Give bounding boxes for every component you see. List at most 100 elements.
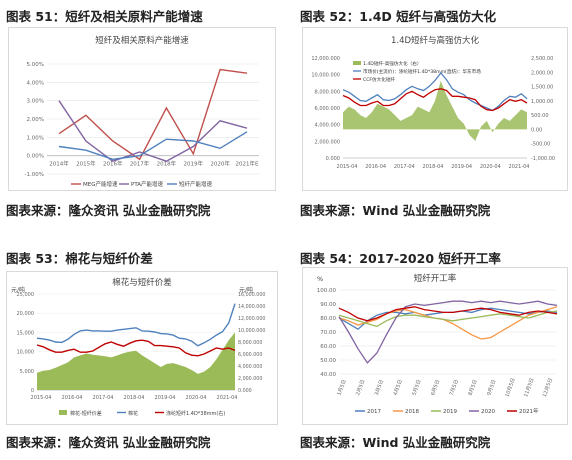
series-line-5: [338, 306, 558, 322]
y-left-tick-label: 10,000.000: [311, 73, 340, 79]
x-tick-label: 2015-04: [337, 164, 358, 170]
y-tick-label: 1.00%: [27, 135, 44, 141]
y-right-tick-label: 4,000.000: [238, 364, 262, 370]
y-left-tick-label: 0: [31, 388, 34, 394]
legend-label: 1.4D短纤-高强仿大化（右）: [363, 60, 421, 67]
series-area-1: [37, 332, 235, 390]
x-tick-label: 7月5日: [449, 379, 460, 396]
y-tick-label: 80.00: [320, 316, 336, 322]
y-right-tick-label: 0.00: [531, 127, 542, 133]
chart-54-svg: 短纤开工率% 40.00 50.00 60.00 70.00 80.00 90.00 100.…: [317, 273, 558, 415]
x-tick-label: 2020-04: [186, 395, 207, 401]
series-line-1: [58, 68, 248, 161]
legend-label: MEG产能增速: [83, 180, 118, 188]
x-tick-label: 3月5日: [374, 379, 385, 396]
y-left-tick-label: 20,000: [17, 311, 35, 317]
x-tick-label: 2019-04: [155, 395, 176, 401]
y-left-tick-label: 15,000: [17, 330, 35, 336]
chart-title: 短纤及相关原料产能增速: [95, 35, 189, 46]
y-left-tick-label: 12,000.000: [311, 56, 340, 62]
chart-title: 棉花与短纤价差: [112, 277, 172, 288]
x-tick-label: 2019年: [184, 160, 204, 168]
series-line-2: [338, 306, 558, 340]
y-left-tick-label: 25,000: [17, 292, 35, 298]
y-tick-label: 90.00: [320, 302, 336, 308]
y-tick-label: -1.00%: [25, 172, 44, 178]
x-tick-label: 2021-04: [217, 395, 238, 401]
y-left-tick-label: 2,000.000: [315, 139, 340, 145]
y-tick-label: 40.00: [320, 372, 336, 378]
y-right-tick-label: 0.000: [238, 388, 252, 394]
legend-label: 棉花-短纤价差: [70, 410, 102, 417]
y-right-tick-label: -500.00: [531, 142, 550, 148]
legend-label: 市场价(主流价)：涤纶短纤1.4D*38mm(直纺)：华东市场: [363, 68, 481, 75]
y-right-tick-label: 10,000.000: [238, 328, 265, 334]
chart-54: 短纤开工率% 40.00 50.00 60.00 70.00 80.00 90.00 100.…: [302, 267, 568, 425]
figure-source-52: 图表来源：Wind 弘业金融研究院: [300, 203, 491, 218]
y-right-tick-label: 1,000.00: [531, 99, 553, 105]
legend-label: 涤纶短纤1.4D*38mm(右): [166, 410, 225, 417]
legend-label: PTA产能增速: [131, 180, 164, 188]
x-tick-label: 2018-04: [124, 395, 145, 401]
legend-label: 2017: [367, 409, 381, 415]
y-right-tick-label: 12,000.000: [238, 316, 265, 322]
y-left-tick-label: 6,000.000: [315, 106, 340, 112]
legend-label: 2018: [405, 409, 419, 415]
y-right-tick-label: 16,000.000: [238, 292, 265, 298]
x-tick-label: 4月5日: [393, 379, 404, 396]
y-right-tick-label: 14,000.000: [238, 304, 265, 310]
series-line-3: [36, 339, 236, 357]
y-right-tick-label: 1,500.00: [531, 85, 553, 91]
y-tick-label: 4.00%: [27, 80, 44, 86]
chart-title: 短纤开工率: [414, 273, 457, 284]
x-tick-label: 2016年: [103, 160, 123, 168]
figure-title-54: 图表 54：2017-2020 短纤开工率: [300, 251, 501, 266]
chart-53: 棉花与短纤价差 元/吨 元/吨 0 5,000 10,000 15,000 20,000 25,…: [6, 271, 278, 425]
x-tick-label: 12月5日: [542, 377, 554, 397]
figure-source-53: 图表来源：隆众资讯 弘业金融研究院: [6, 435, 211, 450]
x-tick-label: 2021-04: [509, 164, 530, 170]
x-tick-label: 2018年: [157, 160, 177, 168]
x-tick-label: 2月5日: [355, 379, 366, 396]
x-tick-label: 2015年: [76, 160, 96, 168]
y-tick-label: 3.00%: [27, 99, 44, 105]
y-tick-label: 50.00: [320, 358, 336, 364]
series-line-1: [338, 307, 558, 331]
x-tick-label: 2021年E: [236, 160, 259, 168]
series-line-3: [342, 88, 528, 112]
x-tick-label: 2020年: [210, 160, 230, 168]
y-tick-label: 0.00%: [27, 154, 44, 160]
x-tick-label: 2018-04: [423, 164, 444, 170]
x-tick-label: 1月5日: [336, 379, 347, 396]
legend-label: CCF仿大化短纤: [363, 76, 395, 83]
x-tick-label: 2017-04: [394, 164, 415, 170]
legend-label: 棉花: [128, 410, 138, 417]
x-tick-label: 2020-04: [480, 164, 501, 170]
chart-title: 1.4D短纤与高强仿大化: [391, 35, 480, 46]
series-line-3: [58, 131, 248, 161]
x-tick-label: 2017年: [130, 160, 150, 168]
x-tick-label: 2016-04: [62, 395, 83, 401]
series-area-1: [343, 80, 527, 141]
y-right-tick-label: 8,000.000: [238, 340, 262, 346]
legend-label: 2019: [443, 409, 457, 415]
x-tick-label: 2016-04: [365, 164, 386, 170]
y-unit-label: %: [317, 275, 323, 283]
y-right-tick-label: -1,000.00: [531, 156, 555, 162]
chart-52: 1.4D短纤与高强仿大化 0.000 2,000.000 4,000.000 6,000…: [302, 27, 568, 191]
x-tick-label: 2017-04: [93, 395, 114, 401]
figure-title-53: 图表 53：棉花与短纤价差: [6, 251, 153, 266]
x-tick-label: 10月5日: [504, 377, 516, 397]
series-line-2: [342, 71, 528, 112]
y-right-tick-label: 6,000.000: [238, 352, 262, 358]
legend-label: 2020: [481, 409, 495, 415]
y-right-unit: 元/吨: [239, 286, 253, 294]
x-tick-label: 2019-04: [451, 164, 472, 170]
x-tick-label: 2015-04: [31, 395, 52, 401]
y-tick-label: 5.00%: [27, 62, 44, 68]
chart-51: 短纤及相关原料产能增速 -1.00% 0.00% 1.00% 2.00% 3.00% 4.0…: [8, 27, 276, 191]
figure-source-51: 图表来源：隆众资讯 弘业金融研究院: [6, 203, 211, 218]
series-line-2: [58, 100, 248, 162]
y-right-tick-label: 2,000.000: [238, 376, 262, 382]
